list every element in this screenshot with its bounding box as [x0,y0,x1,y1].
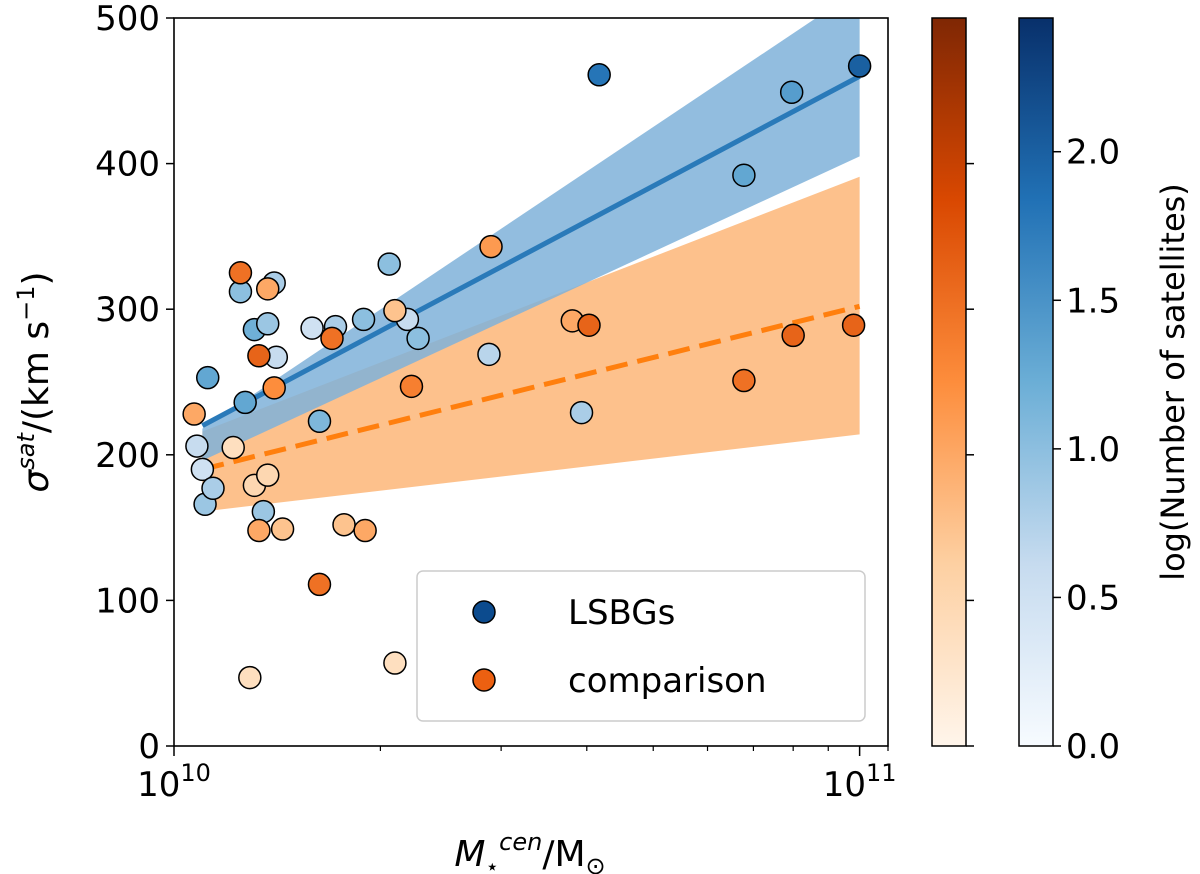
y-axis-ticks: 0 100 200 300 400 500 [95,0,174,767]
colorbar-comparison [931,17,974,747]
legend-label-lsbgs: LSBGs [568,593,675,633]
point-comparison [479,234,503,259]
point-comparison [247,344,271,368]
colorbar-lsbgs-tick-label: 0.0 [1066,727,1120,767]
point-comparison [262,376,286,400]
fit-lines [201,74,861,472]
fit-line-lsbgs [201,74,861,428]
y-tick-label: 400 [95,145,160,185]
y-axis-label: σsat/(km s−1) [12,271,57,492]
point-lsbgs [406,326,430,351]
plot-frame [173,17,889,747]
point-comparison [320,326,344,351]
point-lsbgs [185,434,209,458]
fit-line-comparison [201,303,861,472]
point-lsbgs [300,316,324,340]
colorbar-lsbgs-gradient [1018,17,1054,747]
point-comparison [781,323,805,348]
point-comparison [383,651,407,675]
colorbar-lsbgs-tick-label: 1.0 [1066,430,1120,470]
colorbar-lsbgs-ticks: 0.0 0.5 1.0 1.5 2.0 [1053,133,1120,767]
point-comparison [270,517,295,541]
point-lsbgs [195,365,220,390]
point-comparison [841,313,866,337]
point-lsbgs [377,252,401,276]
data-points [182,54,872,690]
point-comparison [255,463,280,487]
y-tick-label: 200 [95,436,160,476]
point-comparison [221,435,245,460]
point-lsbgs [190,457,215,482]
point-comparison [399,374,424,399]
colorbar-lsbgs-tick-label: 1.5 [1066,281,1120,321]
point-lsbgs [351,307,376,332]
point-lsbgs [587,63,611,87]
colorbar-label: log(Number of satellites) [1154,183,1192,581]
colorbar-lsbgs-tick-label: 0.5 [1066,578,1120,618]
point-comparison [353,518,377,543]
colorbar-lsbgs: 0.0 0.5 1.0 1.5 2.0 log(Number of satellites… [1018,17,1192,767]
legend-marker-comparison [472,668,496,692]
point-comparison [228,261,253,285]
point-comparison [383,298,407,323]
legend-label-comparison: comparison [568,661,767,701]
y-tick-label: 500 [95,0,160,39]
y-tick-label: 300 [95,290,160,330]
legend: LSBGs comparison [416,570,866,722]
x-axis-ticks: 1010 1011 [137,746,897,805]
point-lsbgs [477,342,501,367]
point-lsbgs [255,312,280,336]
confidence-bands [202,18,860,512]
colorbar-comparison-ticks [966,162,974,747]
band-lsbgs [202,18,860,461]
point-lsbgs [569,400,594,425]
point-comparison [247,518,271,543]
point-comparison [182,402,206,426]
point-comparison [307,572,332,597]
point-lsbgs [779,80,804,105]
point-lsbgs [847,54,872,78]
legend-box [416,570,866,722]
point-comparison [332,512,356,537]
point-comparison [255,277,280,301]
colorbar-comparison-gradient [931,17,967,747]
point-lsbgs [201,476,225,501]
point-comparison [732,368,756,393]
colorbar-lsbgs-tick-label: 2.0 [1066,133,1120,173]
legend-marker-lsbgs [472,600,496,624]
x-tick-label: 1011 [823,759,897,805]
point-comparison [238,665,262,690]
y-tick-label: 100 [95,581,160,621]
y-tick-label: 0 [138,727,160,767]
point-comparison [577,313,601,337]
x-axis-label: M⋆cen/M⊙ [454,828,605,874]
x-tick-label: 1010 [137,759,211,805]
point-lsbgs [233,390,257,415]
point-lsbgs [307,409,332,434]
point-lsbgs [732,163,756,187]
